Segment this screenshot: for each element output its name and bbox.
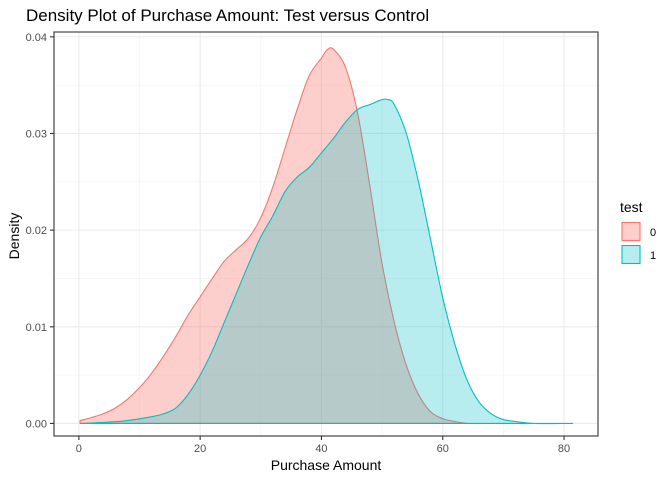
legend-label: 0: [650, 227, 656, 239]
legend: test 0 1: [620, 199, 656, 265]
y-tick-label: 0.04: [26, 32, 47, 44]
legend-label: 1: [650, 250, 656, 262]
x-tick-label: 60: [437, 443, 449, 455]
density-area-series-0: [80, 47, 467, 424]
x-tick-label: 20: [194, 443, 206, 455]
legend-key-background: [620, 221, 642, 242]
y-tick-label: 0.02: [26, 225, 47, 237]
density-line-series-1: [80, 98, 574, 425]
y-tick-label: 0.03: [26, 128, 47, 140]
density-line-series-0: [79, 47, 468, 424]
axes: 0 20 40 60 80 0.00 0.01 0.02 0.03 0.04: [26, 32, 571, 455]
legend-key-swatch: [621, 221, 641, 242]
x-axis-title: Purchase Amount: [271, 457, 382, 473]
y-axis-title: Density: [6, 213, 22, 260]
chart-title: Density Plot of Purchase Amount: Test ve…: [26, 6, 429, 25]
x-tick-label: 0: [76, 443, 82, 455]
legend-key-background: [620, 244, 642, 265]
y-tick-label: 0.00: [26, 418, 47, 430]
legend-title: test: [620, 199, 643, 215]
x-tick-label: 40: [315, 443, 327, 455]
panel-background: [54, 32, 598, 436]
legend-key-swatch: [621, 244, 641, 265]
density-area-series-1: [80, 99, 574, 424]
plot-panel: [53, 31, 599, 437]
y-tick-label: 0.01: [26, 322, 47, 334]
panel-border: [53, 31, 599, 437]
x-tick-label: 80: [558, 443, 570, 455]
